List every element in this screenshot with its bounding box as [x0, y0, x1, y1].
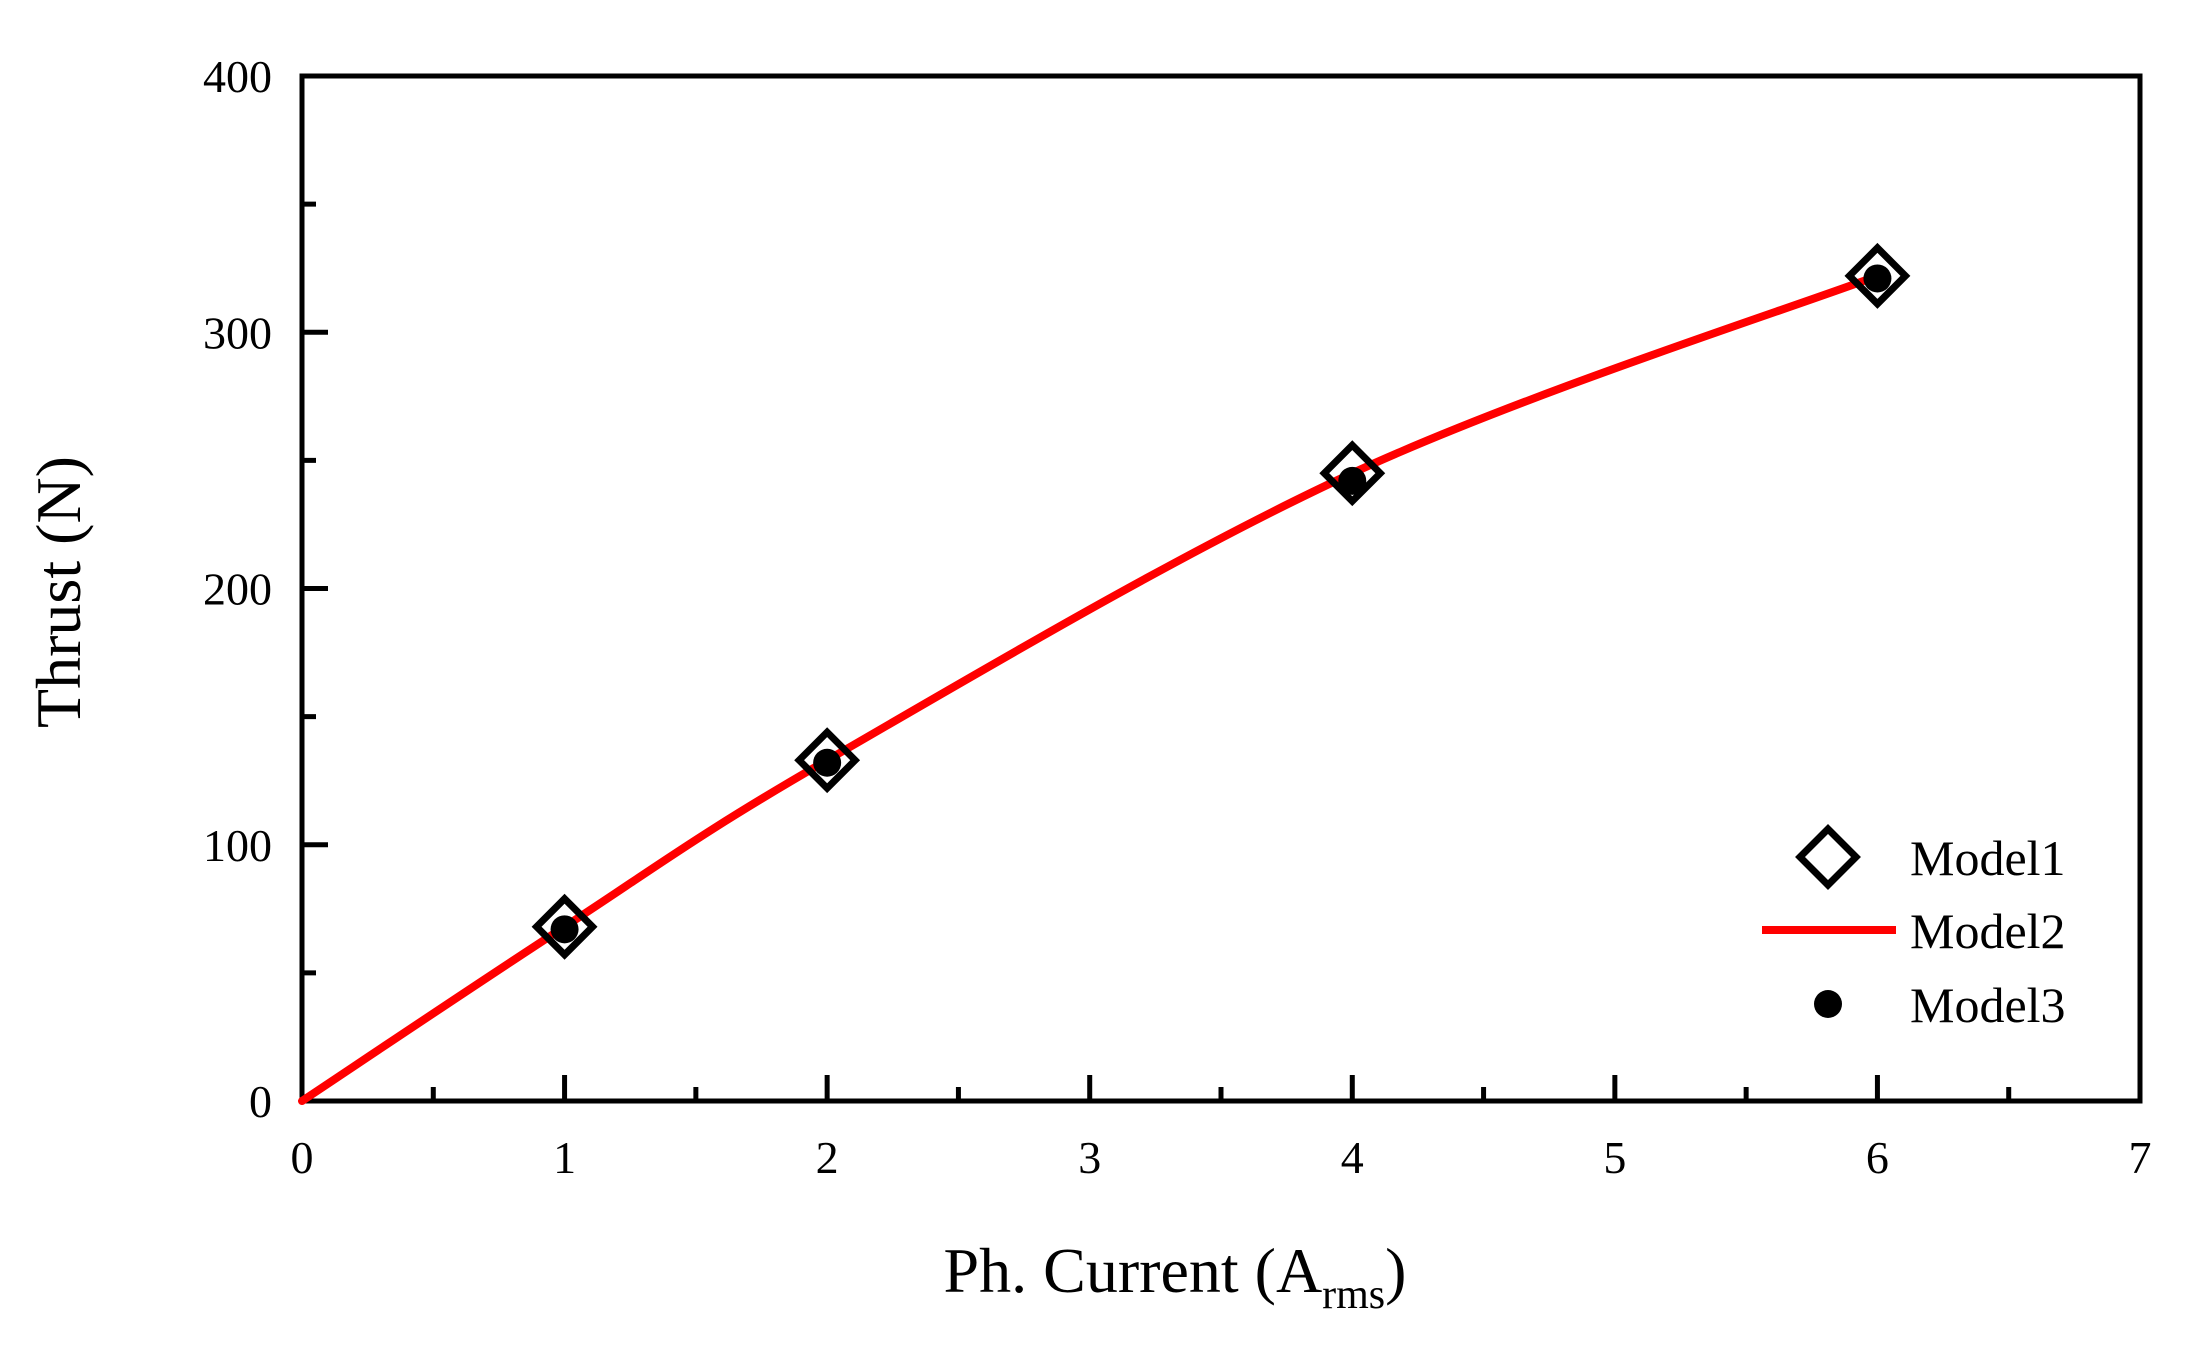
x-axis-title: Ph. Current (Arms) — [944, 1235, 1407, 1318]
x-tick-label: 2 — [816, 1132, 839, 1183]
x-axis-title-main: Ph. Current (A — [944, 1235, 1323, 1306]
legend-symbol-diamond — [1795, 824, 1861, 890]
y-tick-label: 300 — [203, 307, 272, 358]
legend-label: Model1 — [1910, 830, 2066, 886]
series-model1-point — [531, 893, 598, 960]
x-axis-title-close: ) — [1385, 1235, 1406, 1306]
series-model3-point — [1338, 466, 1367, 495]
x-tick-label: 5 — [1603, 1132, 1626, 1183]
x-tick-label: 4 — [1341, 1132, 1364, 1183]
series-model1-point — [1844, 242, 1911, 309]
legend-symbol-dot — [1814, 990, 1842, 1018]
legend-item: Model1 — [1795, 824, 2066, 890]
x-tick-label: 6 — [1866, 1132, 1889, 1183]
y-tick-label: 100 — [203, 820, 272, 871]
x-tick-label: 3 — [1078, 1132, 1101, 1183]
x-tick-label: 1 — [553, 1132, 576, 1183]
legend-item: Model2 — [1762, 903, 2066, 959]
series-model3-point — [550, 915, 579, 944]
y-axis-title: Thrust (N) — [23, 456, 94, 728]
y-tick-label: 200 — [203, 564, 272, 615]
y-tick-label: 0 — [249, 1076, 272, 1127]
series-model1-point — [794, 727, 861, 794]
x-axis-title-subscript: rms — [1322, 1272, 1385, 1318]
series-model3-point — [1863, 264, 1892, 293]
x-tick-label: 0 — [291, 1132, 314, 1183]
series-model2-line — [298, 271, 1882, 1105]
series-model3-point — [813, 748, 842, 777]
y-tick-label: 400 — [203, 51, 272, 102]
plot-frame — [299, 73, 2143, 1104]
x-tick-label: 7 — [2129, 1132, 2152, 1183]
series-model1-point — [1319, 440, 1386, 507]
legend-label: Model2 — [1910, 903, 2066, 959]
legend-item: Model3 — [1814, 977, 2066, 1033]
legend-label: Model3 — [1910, 977, 2066, 1033]
